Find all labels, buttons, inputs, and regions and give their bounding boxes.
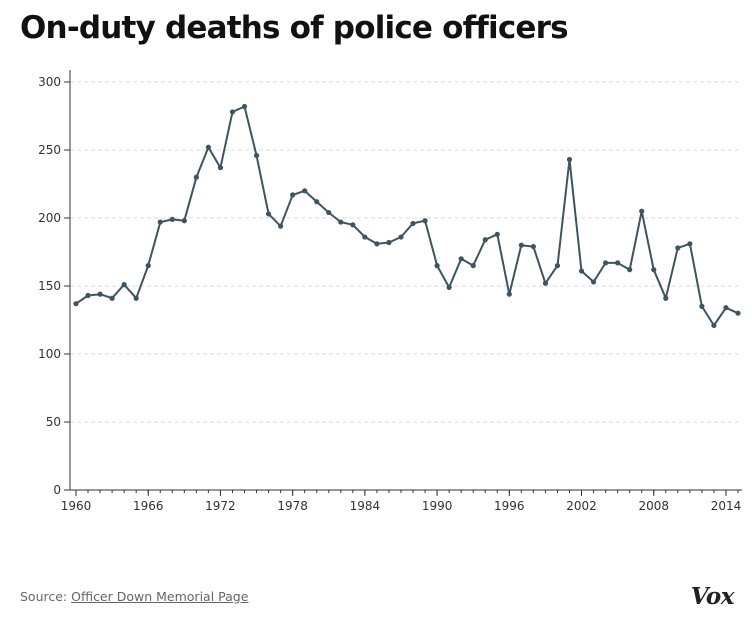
x-tick-label: 1978 (277, 499, 308, 513)
data-point (458, 256, 464, 262)
y-tick-label: 0 (53, 483, 61, 497)
data-point (627, 267, 633, 273)
data-point (482, 237, 488, 243)
data-point (265, 211, 272, 217)
y-tick-label: 50 (46, 415, 61, 429)
data-point (554, 263, 561, 269)
data-point (338, 219, 344, 225)
series (73, 103, 741, 329)
data-point (735, 310, 741, 316)
data-point (157, 219, 163, 225)
x-tick-label: 1972 (205, 499, 236, 513)
data-point (578, 268, 585, 274)
data-point (494, 231, 500, 237)
data-point (663, 295, 669, 301)
series-line (75, 105, 739, 327)
data-point (470, 263, 476, 269)
data-point (181, 218, 187, 224)
data-point (410, 220, 416, 227)
data-point (169, 216, 175, 222)
data-point (73, 301, 79, 307)
data-point (314, 199, 320, 205)
data-point (518, 242, 524, 248)
vox-logo: Vox (690, 583, 735, 610)
y-tick-label: 200 (38, 211, 61, 225)
data-point (651, 267, 657, 273)
data-point (145, 263, 151, 269)
gridlines (70, 81, 742, 423)
data-point (302, 188, 308, 194)
data-point (241, 103, 248, 110)
data-point (711, 322, 717, 329)
data-point (97, 291, 103, 297)
data-point (675, 245, 681, 251)
x-tick-labels: 1960 1966 1972 1978 1984 1990 1996 2002 2008 2014 (61, 499, 742, 513)
data-point (687, 241, 693, 247)
data-point (217, 165, 224, 171)
data-point (278, 223, 284, 229)
data-point (121, 282, 127, 288)
data-point (530, 243, 536, 250)
chart-title: On-duty deaths of police officers (20, 10, 569, 46)
data-point (133, 295, 139, 301)
y-tick-label: 100 (38, 347, 61, 361)
y-tick-label: 300 (38, 75, 61, 89)
data-point (229, 109, 236, 115)
data-point (566, 156, 573, 163)
data-point (639, 208, 645, 214)
data-point (422, 218, 428, 224)
data-point (506, 291, 512, 297)
data-point (362, 234, 368, 240)
data-point (253, 152, 260, 159)
data-point (699, 303, 705, 309)
source-label: Source: (20, 589, 68, 604)
x-tick-label: 2014 (711, 499, 742, 513)
x-tick-label: 2008 (638, 499, 669, 513)
data-point (723, 305, 729, 311)
y-tick-label: 250 (38, 143, 61, 157)
source-note: Source: Officer Down Memorial Page (20, 589, 248, 604)
y-tick-label: 150 (38, 279, 61, 293)
source-link[interactable]: Officer Down Memorial Page (71, 589, 249, 604)
x-tick-label: 1996 (494, 499, 525, 513)
data-point (603, 260, 609, 266)
data-point (386, 239, 392, 246)
data-point (434, 263, 440, 269)
x-tick-label: 1984 (350, 499, 381, 513)
data-point (205, 144, 211, 150)
data-point (326, 209, 332, 216)
data-point (350, 222, 356, 228)
y-tick-labels: 0 50 100 150 200 250 300 (38, 75, 61, 497)
x-tick-label: 1990 (422, 499, 453, 513)
data-point (290, 192, 296, 198)
axes (64, 70, 742, 496)
data-point (542, 280, 549, 286)
data-point (374, 241, 380, 247)
data-point (193, 174, 199, 180)
data-point (615, 260, 621, 266)
x-tick-label: 2002 (566, 499, 597, 513)
data-point (85, 292, 91, 299)
data-point (109, 295, 115, 301)
x-tick-label: 1966 (133, 499, 164, 513)
data-point (446, 284, 452, 290)
data-point (590, 279, 597, 285)
x-tick-label: 1960 (61, 499, 92, 513)
data-point (398, 234, 404, 240)
